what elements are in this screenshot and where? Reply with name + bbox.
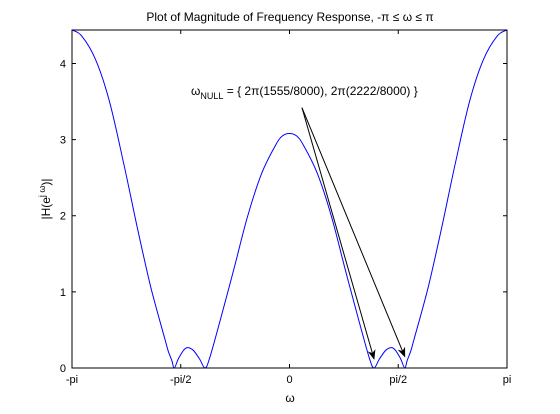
y-label-tail: )| [39,178,53,185]
x-tick-label-4: pi [503,374,512,386]
y-axis-label: |H(ej ω)| [37,178,53,219]
annotation-text: = { 2π(1555/8000), 2π(2222/8000) } [223,84,417,98]
chart-title: Plot of Magnitude of Frequency Response,… [146,10,433,24]
annotation-omega: ω [191,84,200,98]
x-axis-label: ω [285,391,294,405]
x-tick-label-3: pi/2 [389,374,407,386]
y-tick-label-1: 1 [60,287,66,299]
null-arrow-1 [301,107,376,360]
null-annotation-label: ωNULL = { 2π(1555/8000), 2π(2222/8000) } [191,84,418,101]
y-tick-label-0: 0 [60,363,66,375]
x-tick-label-0: -pi [66,374,78,386]
x-tick-label-2: 0 [286,374,292,386]
magnitude-response-line [71,29,508,369]
y-tick-label-3: 3 [60,135,66,147]
y-label-base: |H(e [39,197,53,220]
y-tick-label-4: 4 [60,58,66,70]
x-tick-label-1: -pi/2 [170,374,191,386]
y-tick-label-2: 2 [60,211,66,223]
series-layer [71,29,508,369]
axis-ticks: -pi -pi/2 0 pi/2 pi 0 1 2 3 4 [60,30,511,386]
annotation-arrows [301,107,406,360]
annotation-subscript: NULL [200,91,223,101]
null-arrow-2 [301,107,406,358]
y-label-superscript: j ω [37,186,47,199]
plot-area-frame [71,29,508,369]
